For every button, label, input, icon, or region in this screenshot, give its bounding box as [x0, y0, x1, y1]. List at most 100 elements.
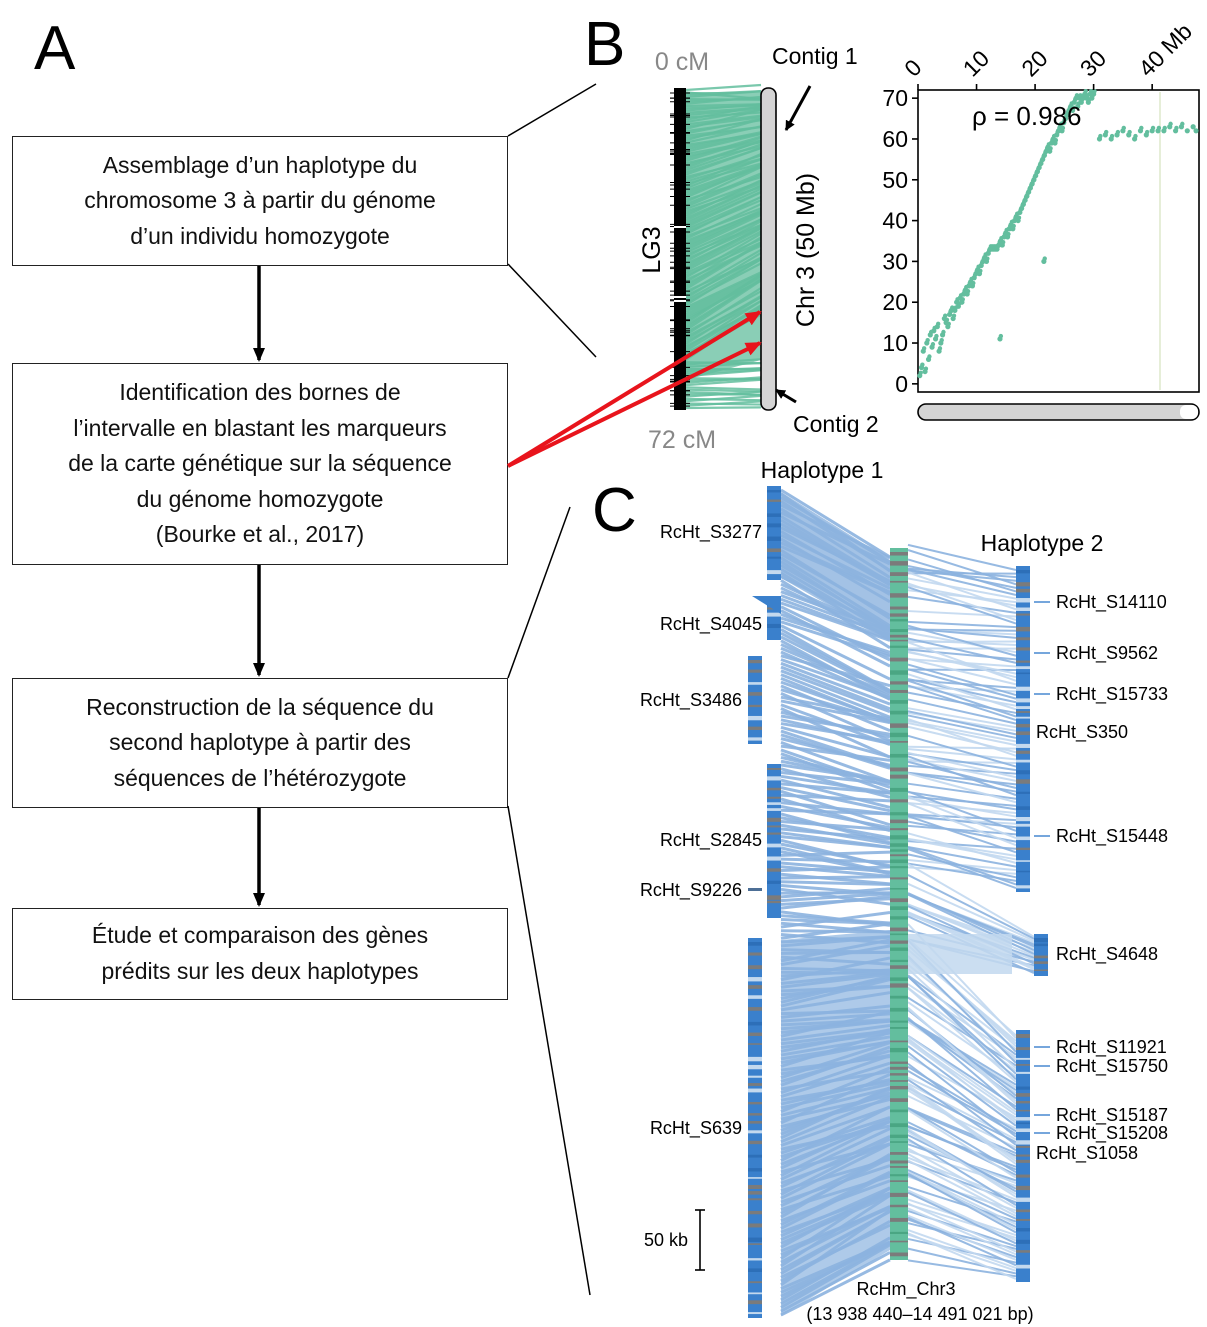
- link-hap2: [907, 641, 1017, 682]
- hap1-contig-label: RcHt_S2845: [660, 830, 762, 851]
- contig-feature: [1016, 1264, 1030, 1269]
- scatter-point: [935, 321, 941, 327]
- link-hap1: [780, 616, 891, 654]
- contig-feature: [748, 1101, 762, 1105]
- reference-feature: [890, 619, 908, 622]
- red-arrows: [506, 310, 762, 468]
- scatter-point: [960, 297, 965, 302]
- y-tick-label: 70: [882, 85, 908, 111]
- link-hap2: [907, 824, 1017, 836]
- reference-feature: [890, 740, 908, 743]
- link-hap2: [907, 996, 1017, 1067]
- contig-feature: [1016, 791, 1030, 794]
- link-hap1: [780, 725, 891, 759]
- link-hap2: [907, 1006, 1017, 1105]
- link-hap2: [907, 968, 1017, 1070]
- contig-feature: [748, 977, 762, 982]
- contig-feature: [1016, 1239, 1030, 1244]
- link-hap2: [907, 722, 1017, 747]
- reference-feature: [890, 916, 908, 920]
- contig-block: [748, 656, 762, 744]
- link-hap1: [780, 917, 891, 926]
- scale-bar: [695, 1209, 705, 1271]
- contig-block: [767, 764, 781, 918]
- link-hap2: [907, 882, 1035, 942]
- link-hap2: [907, 543, 1017, 571]
- scatter-point: [951, 313, 957, 318]
- x-axis-chromosome-bar: [917, 403, 1200, 421]
- link-hap2: [907, 637, 1017, 664]
- reference-feature: [890, 995, 908, 999]
- link-hap2: [907, 1084, 1017, 1163]
- reference-feature: [890, 681, 908, 685]
- reference-feature: [890, 849, 908, 852]
- contig-feature: [1016, 806, 1030, 810]
- reference-feature: [890, 965, 908, 969]
- x-tick-label: 30: [1075, 45, 1111, 81]
- panel-letter-b: B: [584, 10, 626, 79]
- contig-feature: [748, 1154, 762, 1158]
- contig-feature: [1016, 823, 1030, 827]
- reference-feature: [890, 1066, 908, 1070]
- scatter-point: [925, 337, 930, 343]
- link-hap2: [907, 710, 1017, 736]
- scatter-point: [1016, 215, 1022, 220]
- scatter-point: [1011, 223, 1016, 229]
- linkage-map-ticks: [670, 92, 690, 407]
- contig-feature: [748, 1191, 762, 1195]
- contig-block: [767, 486, 781, 580]
- contig-feature: [1016, 1145, 1030, 1148]
- reference-feature: [890, 1027, 908, 1029]
- contig-feature: [767, 825, 781, 828]
- link-hap2: [907, 974, 1017, 1056]
- contig-feature: [1034, 969, 1048, 972]
- link-hap2: [907, 863, 1035, 938]
- link-hap2: [907, 650, 1017, 679]
- linkage-map-bar: [674, 88, 686, 410]
- link-hap1: [780, 658, 891, 699]
- link-hap2: [907, 558, 1017, 593]
- contig-feature: [767, 548, 781, 553]
- link-hap1: [780, 793, 891, 803]
- contig-feature: [748, 1168, 762, 1172]
- link-hap2: [907, 564, 1017, 589]
- contig-feature: [748, 1281, 762, 1284]
- link-hap2: [907, 1247, 1017, 1275]
- reference-feature: [890, 787, 908, 792]
- zoom-line-c-bottom: [507, 805, 591, 1296]
- contig-feature: [748, 1198, 762, 1201]
- contig-feature: [748, 1140, 762, 1145]
- label-contig-1: Contig 1: [772, 43, 858, 69]
- flow-step-1-line-2: chromosome 3 à partir du génome: [84, 187, 436, 214]
- reference-feature: [890, 1080, 908, 1082]
- reference-feature: [890, 959, 908, 963]
- panel-letter-a: A: [34, 14, 76, 83]
- link-hap2: [907, 577, 1017, 600]
- scatter-point: [1071, 105, 1076, 110]
- link-hap2: [907, 747, 1017, 761]
- link-hap2: [907, 892, 1035, 952]
- contig-feature: [748, 1130, 762, 1134]
- flow-step-1-line-3: d’un individu homozygote: [130, 222, 390, 249]
- link-hap1: [780, 714, 891, 736]
- panel-c-haplotypes: RcHt_S3277 RcHt_S4045 RcHt_S3486 RcHt_S2845…: [640, 457, 1168, 1324]
- link-hap1: [780, 744, 891, 762]
- scatter-point: [1115, 129, 1121, 135]
- contig-feature: [1016, 1250, 1030, 1253]
- flow-step-3-line-2: second haplotype à partir des: [109, 729, 411, 756]
- reference-feature: [890, 552, 908, 556]
- x-axis-ticks: 0 10 20 30 40 Mb: [899, 18, 1197, 90]
- link-hap2: [907, 1207, 1017, 1256]
- x-tick-label: 10: [958, 45, 994, 81]
- reference-feature: [890, 1231, 908, 1234]
- contig-feature: [767, 768, 781, 770]
- link-hap2: [907, 631, 1017, 654]
- link-hap1: [780, 875, 891, 880]
- y-axis-ticks: 0 10 20 30 40 50 60 70: [882, 85, 918, 397]
- reference-feature: [890, 1061, 908, 1064]
- link-hap2: [907, 1216, 1017, 1267]
- link-hap2: [907, 668, 1017, 700]
- flow-step-4-line-1: Étude et comparaison des gènes: [91, 922, 429, 949]
- hap1-contig-label: RcHt_S9226: [640, 880, 742, 901]
- scatter-point: [971, 280, 976, 286]
